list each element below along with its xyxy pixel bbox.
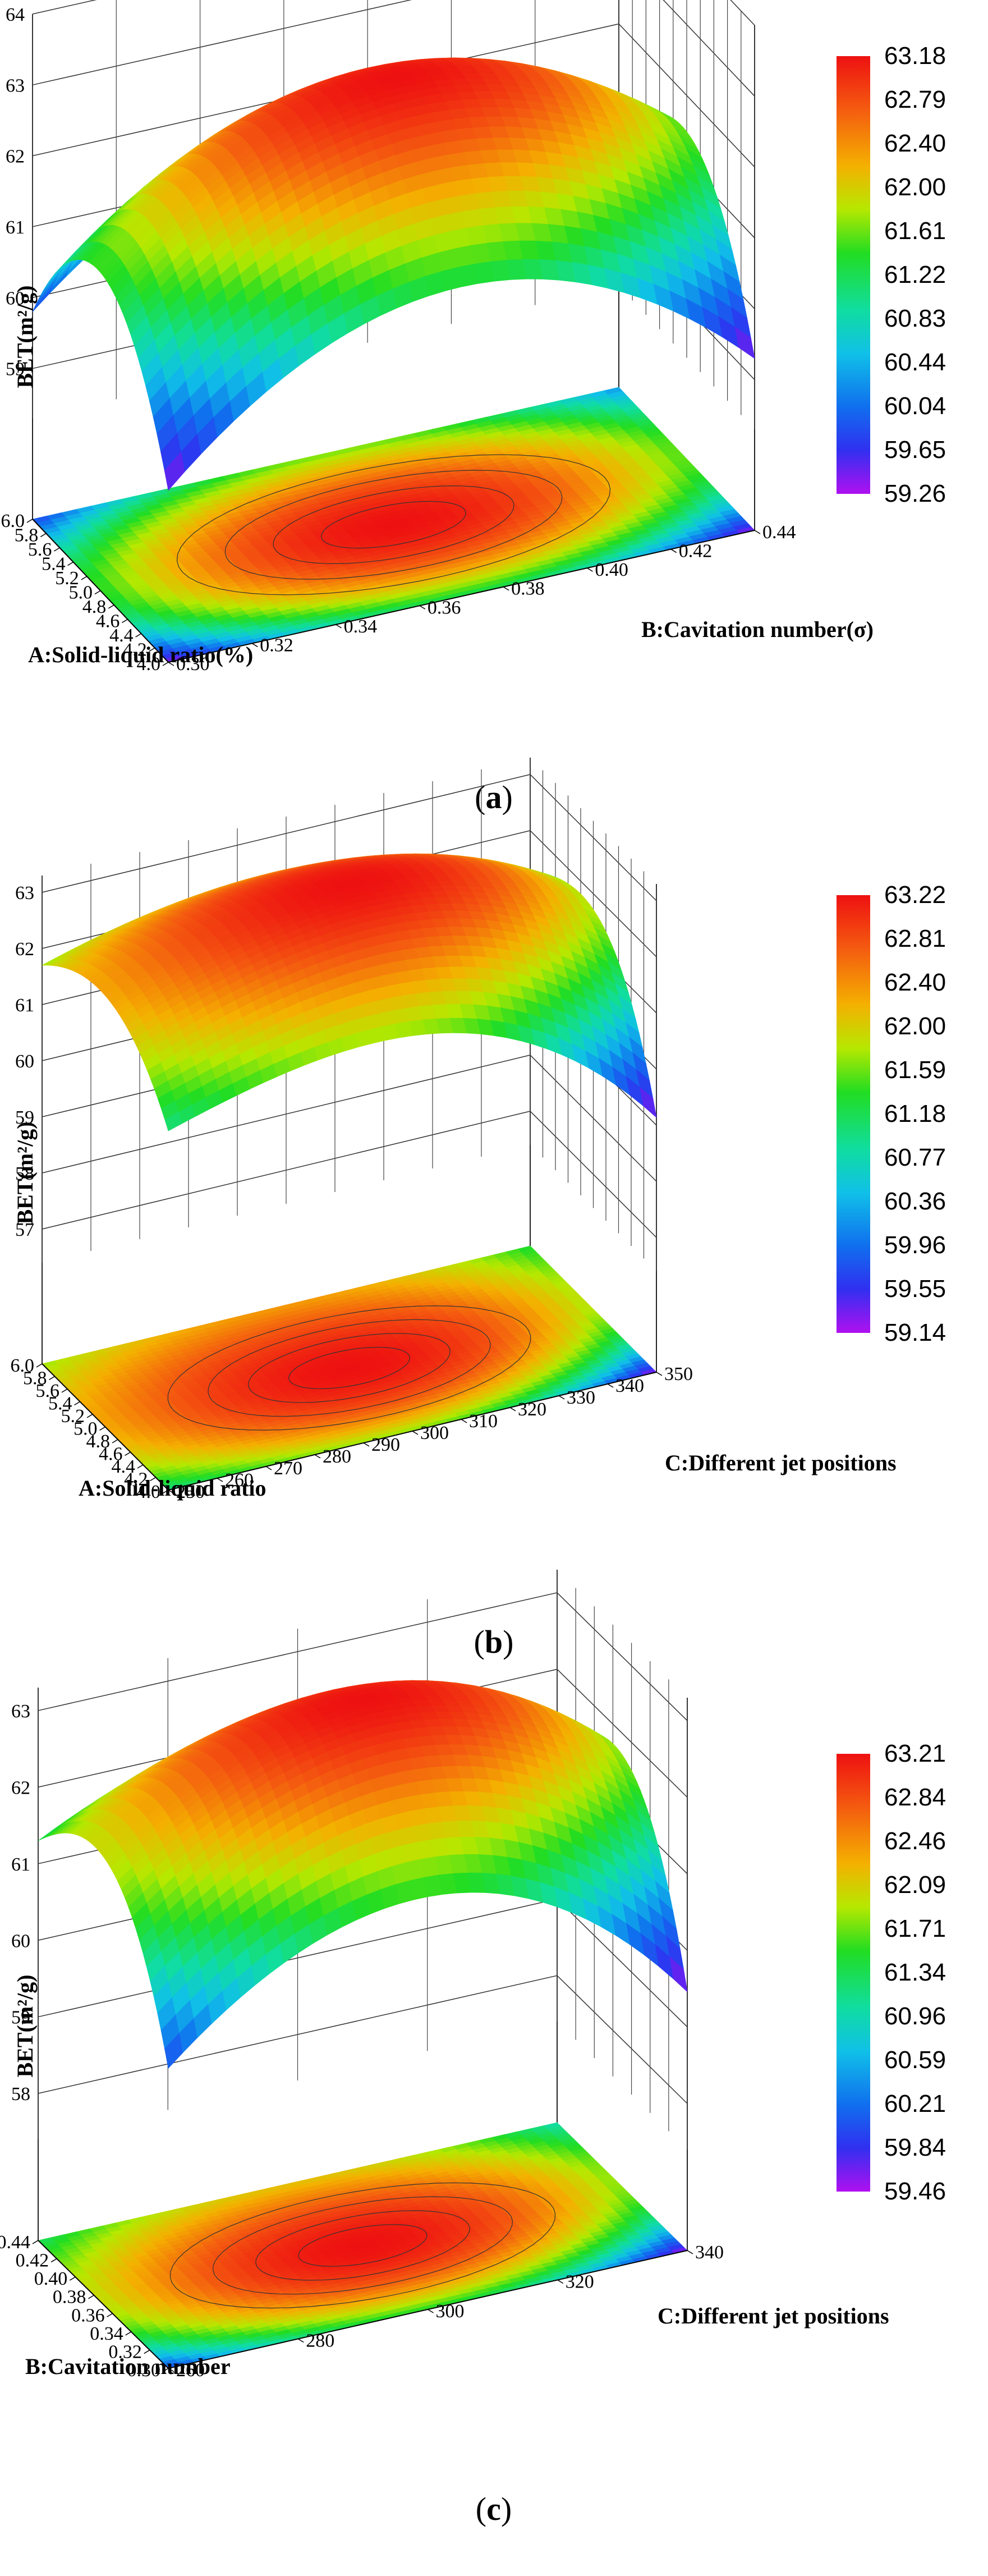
- panel-y-tick-label: 0.44: [762, 522, 796, 543]
- panel-a-colorbar-label: 60.44: [884, 349, 946, 376]
- panel-a-colorbar-label: 61.61: [884, 217, 946, 245]
- panel-wall-gridline: [42, 1055, 657, 1182]
- panel-z-tick-label: 64: [6, 4, 25, 25]
- panel-a-colorbar: 63.18 62.79 62.40 62.00 61.61 61.22 60.8…: [837, 42, 946, 507]
- panel-y-tick: [670, 548, 677, 553]
- panel-z-tick-label: 62: [15, 939, 34, 960]
- panel-a-colorbar-label: 62.79: [884, 86, 946, 113]
- panel-floor-contour: [32, 387, 755, 663]
- panel-y-tick: [503, 586, 509, 591]
- panel-a-x-label: A:Solid-liquid ratio(%): [28, 642, 253, 667]
- panel-a-colorbar-label: 62.40: [884, 130, 946, 157]
- panel-a-caption: (a): [475, 779, 513, 815]
- panel-z-tick-label: 61: [15, 995, 34, 1016]
- panel-x-tick: [108, 604, 114, 609]
- panel-z-tick-label: 61: [6, 217, 25, 238]
- panel-x-tick: [135, 633, 141, 638]
- panel-z-tick-label: 62: [6, 146, 25, 167]
- panel-x-tick-label: 6.0: [1, 511, 25, 531]
- panel-b-plot: 575859606162634.04.24.44.64.85.05.25.45.…: [11, 758, 693, 1502]
- panel-a-z-label: BET(m²/g): [12, 285, 38, 388]
- panel-a: 5960616263644.04.24.44.64.85.05.25.45.65…: [1, 0, 946, 815]
- panel-x-tick: [122, 618, 128, 624]
- panel-y-tick: [419, 605, 426, 609]
- panel-z-tick-label: 60: [6, 288, 25, 309]
- panel-wall-gridline: [32, 0, 755, 97]
- panel-z-tick-label: 63: [6, 75, 25, 96]
- panel-a-colorbar-label: 61.22: [884, 261, 946, 288]
- panel-x-tick: [54, 547, 60, 552]
- panel-z-tick-label: 60: [15, 1051, 34, 1072]
- panel-y-tick: [336, 624, 342, 629]
- panel-x-tick: [67, 561, 73, 566]
- panel-y-tick: [754, 530, 761, 534]
- panel-b: 575859606162634.04.24.44.64.85.05.25.45.…: [11, 758, 946, 1660]
- panel-y-tick: [587, 567, 593, 572]
- panel-a-colorbar-label: 59.26: [884, 480, 946, 507]
- panel-surface-cell: [36, 278, 57, 304]
- panel-z-tick-label: 59: [6, 359, 25, 380]
- panel-x-tick: [81, 576, 88, 580]
- panel-x-tick: [40, 533, 47, 538]
- panel-a-y-label: B:Cavitation number(σ): [641, 617, 874, 642]
- panel-x-tick: [94, 590, 101, 595]
- panel-a-colorbar-label: 59.65: [884, 436, 946, 464]
- panel-a-colorbar-label: 63.18: [884, 42, 946, 70]
- panel-x-tick: [26, 519, 33, 523]
- panel-a-colorbar-ramp: [837, 56, 870, 494]
- panel-a-colorbar-label: 60.04: [884, 392, 946, 420]
- panel-a-plot: 5960616263644.04.24.44.64.85.05.25.45.65…: [1, 0, 796, 675]
- panel-wall-gridline: [42, 1111, 657, 1238]
- panel-a-colorbar-label: 60.83: [884, 305, 946, 332]
- panel-a-colorbar-label: 62.00: [884, 173, 946, 201]
- panel-z-tick-label: 63: [15, 883, 34, 904]
